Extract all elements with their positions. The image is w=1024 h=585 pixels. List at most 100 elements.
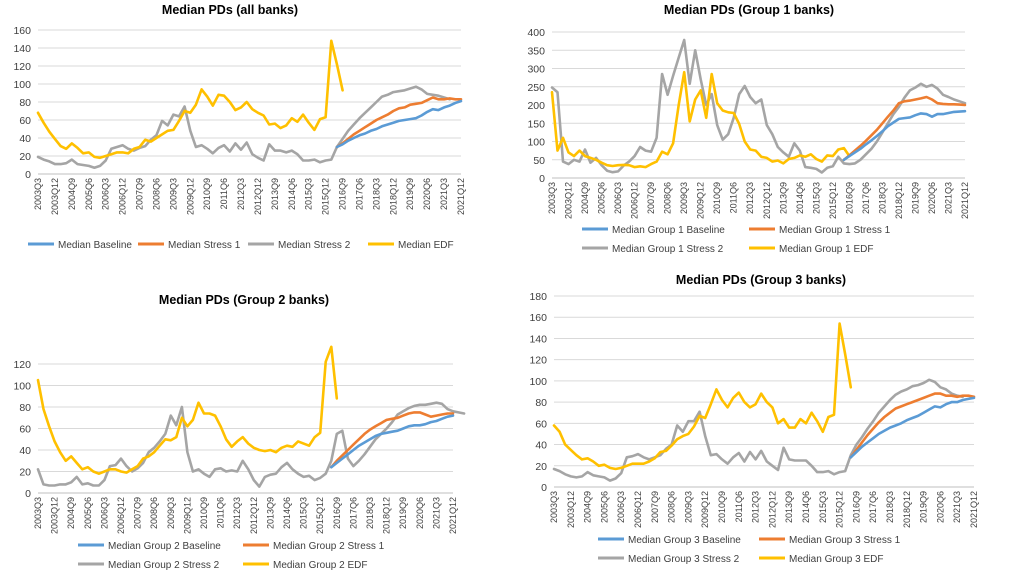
x-tick-label: 2003Q3 [33, 497, 43, 529]
x-tick-label: 2019Q9 [919, 491, 929, 523]
x-tick-label: 2008Q6 [663, 182, 673, 214]
x-tick-label: 2005Q6 [597, 182, 607, 214]
chart-svg-all-banks: Median PDs (all banks) 0 20 40 60 80 100 120 14… [13, 3, 466, 251]
chart-svg-group-1: Median PDs (Group 1 banks) 0 50 100 150 200 2… [527, 3, 970, 255]
x-tick-label: 2013Q9 [265, 497, 275, 529]
x-tick-label: 2021Q3 [952, 491, 962, 523]
x-tick-label: 2016Q9 [851, 491, 861, 523]
y-tick-label: 80 [535, 397, 547, 409]
x-tick-label: 2015Q3 [304, 178, 314, 210]
legend-label-stress1: Median Group 1 Stress 1 [779, 225, 891, 236]
x-tick-label: 2011Q6 [219, 178, 229, 209]
x-tick-label: 2017Q6 [868, 491, 878, 523]
legend-label-edf: Median Group 3 EDF [789, 554, 884, 565]
x-tick-label: 2018Q3 [877, 182, 887, 214]
x-tick-label: 2005Q6 [84, 178, 94, 210]
y-tick-label: 80 [19, 402, 31, 414]
x-tick-label: 2007Q9 [133, 497, 143, 529]
y-tick-label: 400 [527, 27, 545, 39]
x-tick-label: 2003Q3 [33, 178, 43, 210]
x-tick-label: 2009Q12 [700, 491, 710, 528]
series-line-edf [550, 70, 851, 169]
x-tick-label: 2019Q9 [910, 182, 920, 214]
x-tick-label: 2016Q9 [332, 497, 342, 529]
x-tick-label: 2003Q12 [566, 491, 576, 528]
x-tick-label: 2010Q9 [712, 182, 722, 214]
x-tick-label: 2009Q3 [683, 491, 693, 523]
x-tick-label: 2018Q12 [382, 497, 392, 534]
series-line-stress2 [36, 85, 452, 169]
x-tick-label: 2014Q6 [282, 497, 292, 529]
series-line-stress1 [842, 95, 967, 162]
chart-title: Median PDs (Group 3 banks) [676, 273, 846, 287]
x-tick-label: 2004Q9 [583, 491, 593, 523]
x-tick-label: 2007Q9 [650, 491, 660, 523]
legend-label-stress2: Median Stress 2 [278, 240, 351, 251]
x-tick-label: 2006Q3 [101, 178, 111, 210]
series-line-stress1 [329, 411, 455, 469]
x-tick-label: 2012Q3 [232, 497, 242, 529]
x-tick-label: 2014Q6 [801, 491, 811, 523]
x-tick-label: 2012Q12 [249, 497, 259, 534]
x-tick-label: 2006Q12 [116, 497, 126, 534]
series-line-baseline [842, 109, 967, 162]
y-tick-label: 0 [25, 169, 31, 181]
chart-panel-group-1: Median PDs (Group 1 banks) 0 50 100 150 200 2… [508, 0, 978, 258]
y-tick-label: 20 [535, 461, 547, 473]
x-tick-label: 2009Q12 [185, 178, 195, 215]
x-tick-label: 2020Q6 [927, 182, 937, 214]
x-tick-label: 2018Q3 [371, 178, 381, 210]
legend-label-stress2: Median Group 2 Stress 2 [108, 560, 220, 571]
series-line-baseline [329, 414, 455, 469]
x-tick-label: 2003Q12 [50, 178, 60, 215]
x-tick-label: 2006Q3 [613, 182, 623, 214]
x-tick-label: 2018Q3 [365, 497, 375, 529]
legend-label-baseline: Median Group 1 Baseline [612, 225, 725, 236]
y-tick-label: 80 [19, 97, 31, 109]
y-tick-label: 180 [529, 291, 547, 303]
x-tick-label: 2018Q3 [885, 491, 895, 523]
x-tick-label: 2020Q6 [422, 178, 432, 210]
x-tick-label: 2012Q12 [767, 491, 777, 528]
x-tick-label: 2012Q3 [745, 182, 755, 214]
x-tick-label: 2021Q3 [943, 182, 953, 214]
x-tick-label: 2004Q9 [67, 178, 77, 210]
x-tick-label: 2011Q6 [729, 182, 739, 213]
x-tick-label: 2015Q12 [315, 497, 325, 534]
x-tick-label: 2006Q3 [99, 497, 109, 529]
x-tick-label: 2009Q12 [696, 182, 706, 219]
y-tick-label: 140 [13, 43, 31, 55]
x-tick-label: 2017Q6 [354, 178, 364, 210]
chart-title: Median PDs (Group 1 banks) [664, 3, 834, 17]
x-tick-label: 2014Q6 [795, 182, 805, 214]
x-tick-label: 2004Q9 [580, 182, 590, 214]
x-tick-label: 2012Q3 [751, 491, 761, 523]
chart-panel-group-3: Median PDs (Group 3 banks) 0 20 40 60 80 100 1… [508, 266, 988, 582]
x-tick-label: 2010Q9 [202, 178, 212, 210]
x-tick-label: 2021Q12 [969, 491, 979, 528]
x-tick-label: 2012Q12 [253, 178, 263, 215]
x-tick-label: 2012Q3 [236, 178, 246, 210]
y-tick-label: 40 [19, 445, 31, 457]
x-tick-label: 2015Q12 [828, 182, 838, 219]
y-tick-label: 350 [527, 45, 545, 57]
x-tick-label: 2003Q3 [549, 491, 559, 523]
y-tick-label: 50 [533, 155, 545, 167]
x-tick-label: 2009Q3 [168, 178, 178, 210]
x-tick-label: 2019Q9 [405, 178, 415, 210]
series-line-stress1 [849, 392, 976, 459]
y-tick-label: 40 [19, 133, 31, 145]
x-tick-label: 2005Q6 [599, 491, 609, 523]
x-tick-label: 2006Q12 [633, 491, 643, 528]
x-tick-label: 2008Q6 [151, 178, 161, 210]
legend-label-stress1: Median Group 3 Stress 1 [789, 535, 901, 546]
x-tick-label: 2012Q12 [762, 182, 772, 219]
x-tick-label: 2021Q12 [448, 497, 458, 534]
series-line-edf [552, 322, 853, 471]
y-tick-label: 20 [19, 151, 31, 163]
y-tick-label: 250 [527, 82, 545, 94]
x-tick-label: 2015Q12 [321, 178, 331, 215]
legend-label-stress1: Median Stress 1 [168, 240, 241, 251]
y-tick-label: 120 [13, 359, 31, 371]
series-line-stress1 [335, 96, 463, 149]
